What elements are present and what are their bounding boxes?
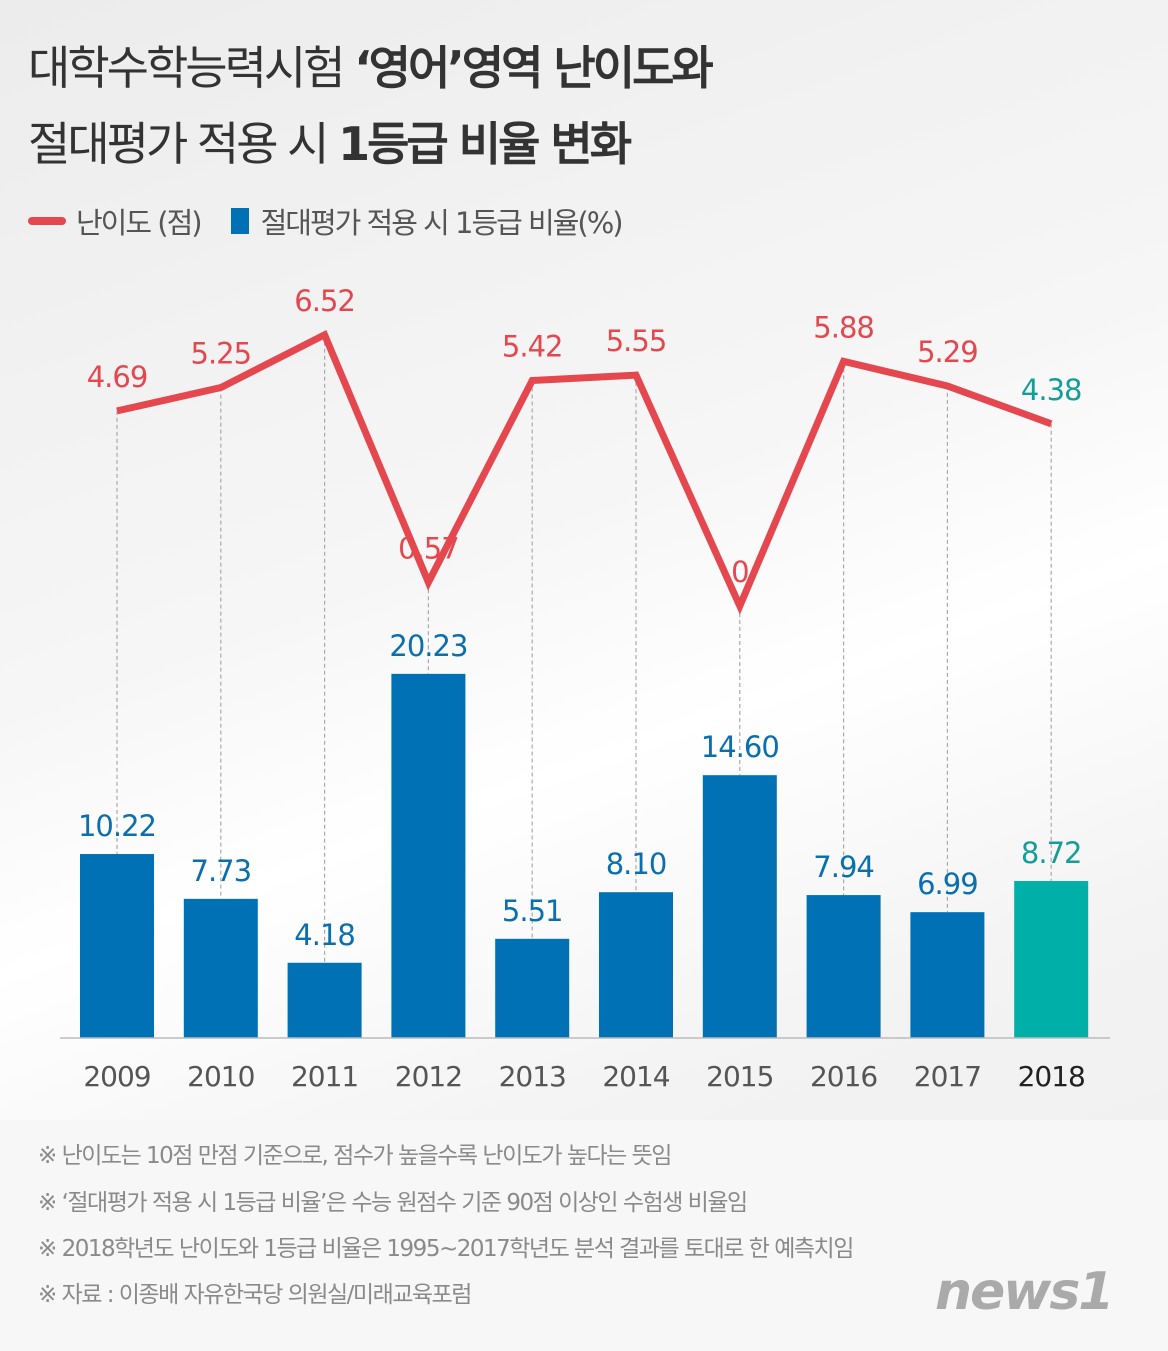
x-tick-2018: 2018 xyxy=(1018,1060,1085,1093)
bar-2013 xyxy=(495,938,570,1038)
bar-label-2013: 5.51 xyxy=(502,894,563,928)
x-tick-2009: 2009 xyxy=(83,1060,150,1093)
x-tick-2010: 2010 xyxy=(187,1060,254,1093)
chart-title-line2: 절대평가 적용 시 1등급 비율 변화 xyxy=(28,108,632,174)
legend-bar-swatch xyxy=(230,208,249,234)
bar-label-2014: 8.10 xyxy=(606,847,667,881)
x-tick-2017: 2017 xyxy=(914,1060,981,1093)
bar-label-2016: 7.94 xyxy=(813,850,874,884)
footnote: ※ 자료 : 이종배 자유한국당 의원실/미래교육포럼 xyxy=(38,1282,472,1308)
x-tick-2013: 2013 xyxy=(499,1060,566,1093)
x-tick-2015: 2015 xyxy=(706,1060,773,1093)
bar-label-2012: 20.23 xyxy=(389,629,467,663)
bar-2009 xyxy=(80,854,154,1038)
x-tick-2014: 2014 xyxy=(602,1060,669,1093)
bar-2012 xyxy=(391,673,466,1038)
legend-label-ratio: 절대평가 적용 시 1등급 비율(%) xyxy=(260,206,624,240)
bar-label-2009: 10.22 xyxy=(78,809,156,843)
legend-line-swatch xyxy=(28,217,66,225)
x-tick-2012: 2012 xyxy=(395,1060,462,1093)
legend-label-difficulty: 난이도 (점) xyxy=(76,206,203,240)
line-label-2015: 0 xyxy=(731,555,748,589)
x-tick-2016: 2016 xyxy=(810,1060,877,1093)
bar-2014 xyxy=(599,892,673,1038)
bar-2015 xyxy=(702,775,777,1038)
bar-label-2011: 4.18 xyxy=(294,918,355,952)
line-label-2018: 4.38 xyxy=(1021,373,1082,407)
bar-2017 xyxy=(910,912,985,1038)
footnotes: ※ 난이도는 10점 만점 기준으로, 점수가 높을수록 난이도가 높다는 뜻임… xyxy=(0,1120,1168,1351)
bar-label-2010: 7.73 xyxy=(191,854,252,888)
footnote: ※ 난이도는 10점 만점 기준으로, 점수가 높을수록 난이도가 높다는 뜻임 xyxy=(38,1143,672,1169)
line-label-2016: 5.88 xyxy=(813,310,874,344)
chart-area: 10.22 2009 7.73 2010 4.18 2011 20.23 2012 5.51 20… xyxy=(60,284,1110,1093)
title-text-bold: ‘영어’영역 난이도와 xyxy=(354,41,714,95)
line-label-2014: 5.55 xyxy=(606,324,667,358)
bar-label-2018: 8.72 xyxy=(1021,836,1082,870)
bar-2016 xyxy=(806,895,881,1038)
bar-2011 xyxy=(287,962,362,1038)
news1-logo: news1 xyxy=(935,1262,1114,1322)
line-label-2017: 5.29 xyxy=(917,335,978,369)
line-label-2013: 5.42 xyxy=(502,330,563,364)
line-label-2010: 5.25 xyxy=(191,337,252,371)
title-text: 대학수학능력시험 xyxy=(28,41,355,95)
title-text: 절대평가 적용 시 xyxy=(28,117,339,171)
footnote: ※ ‘절대평가 적용 시 1등급 비율’은 수능 원점수 기준 90점 이상인 … xyxy=(38,1190,748,1216)
line-label-2009: 4.69 xyxy=(87,360,148,394)
bar-label-2015: 14.60 xyxy=(701,730,779,764)
difficulty-line xyxy=(116,329,1053,615)
footnote: ※ 2018학년도 난이도와 1등급 비율은 1995~2017학년도 분석 결… xyxy=(38,1236,854,1262)
title-text-bold: 1등급 비율 변화 xyxy=(338,117,632,171)
chart-title-line1: 대학수학능력시험 ‘영어’영역 난이도와 xyxy=(28,32,714,98)
bar-label-2017: 6.99 xyxy=(917,867,978,901)
bar-2010 xyxy=(183,898,258,1038)
bar-2018 xyxy=(1014,881,1089,1038)
x-tick-2011: 2011 xyxy=(291,1060,358,1093)
legend: 난이도 (점) 절대평가 적용 시 1등급 비율(%) xyxy=(28,200,624,242)
line-label-2011: 6.52 xyxy=(294,284,355,318)
line-label-2012: 0.57 xyxy=(398,531,459,565)
